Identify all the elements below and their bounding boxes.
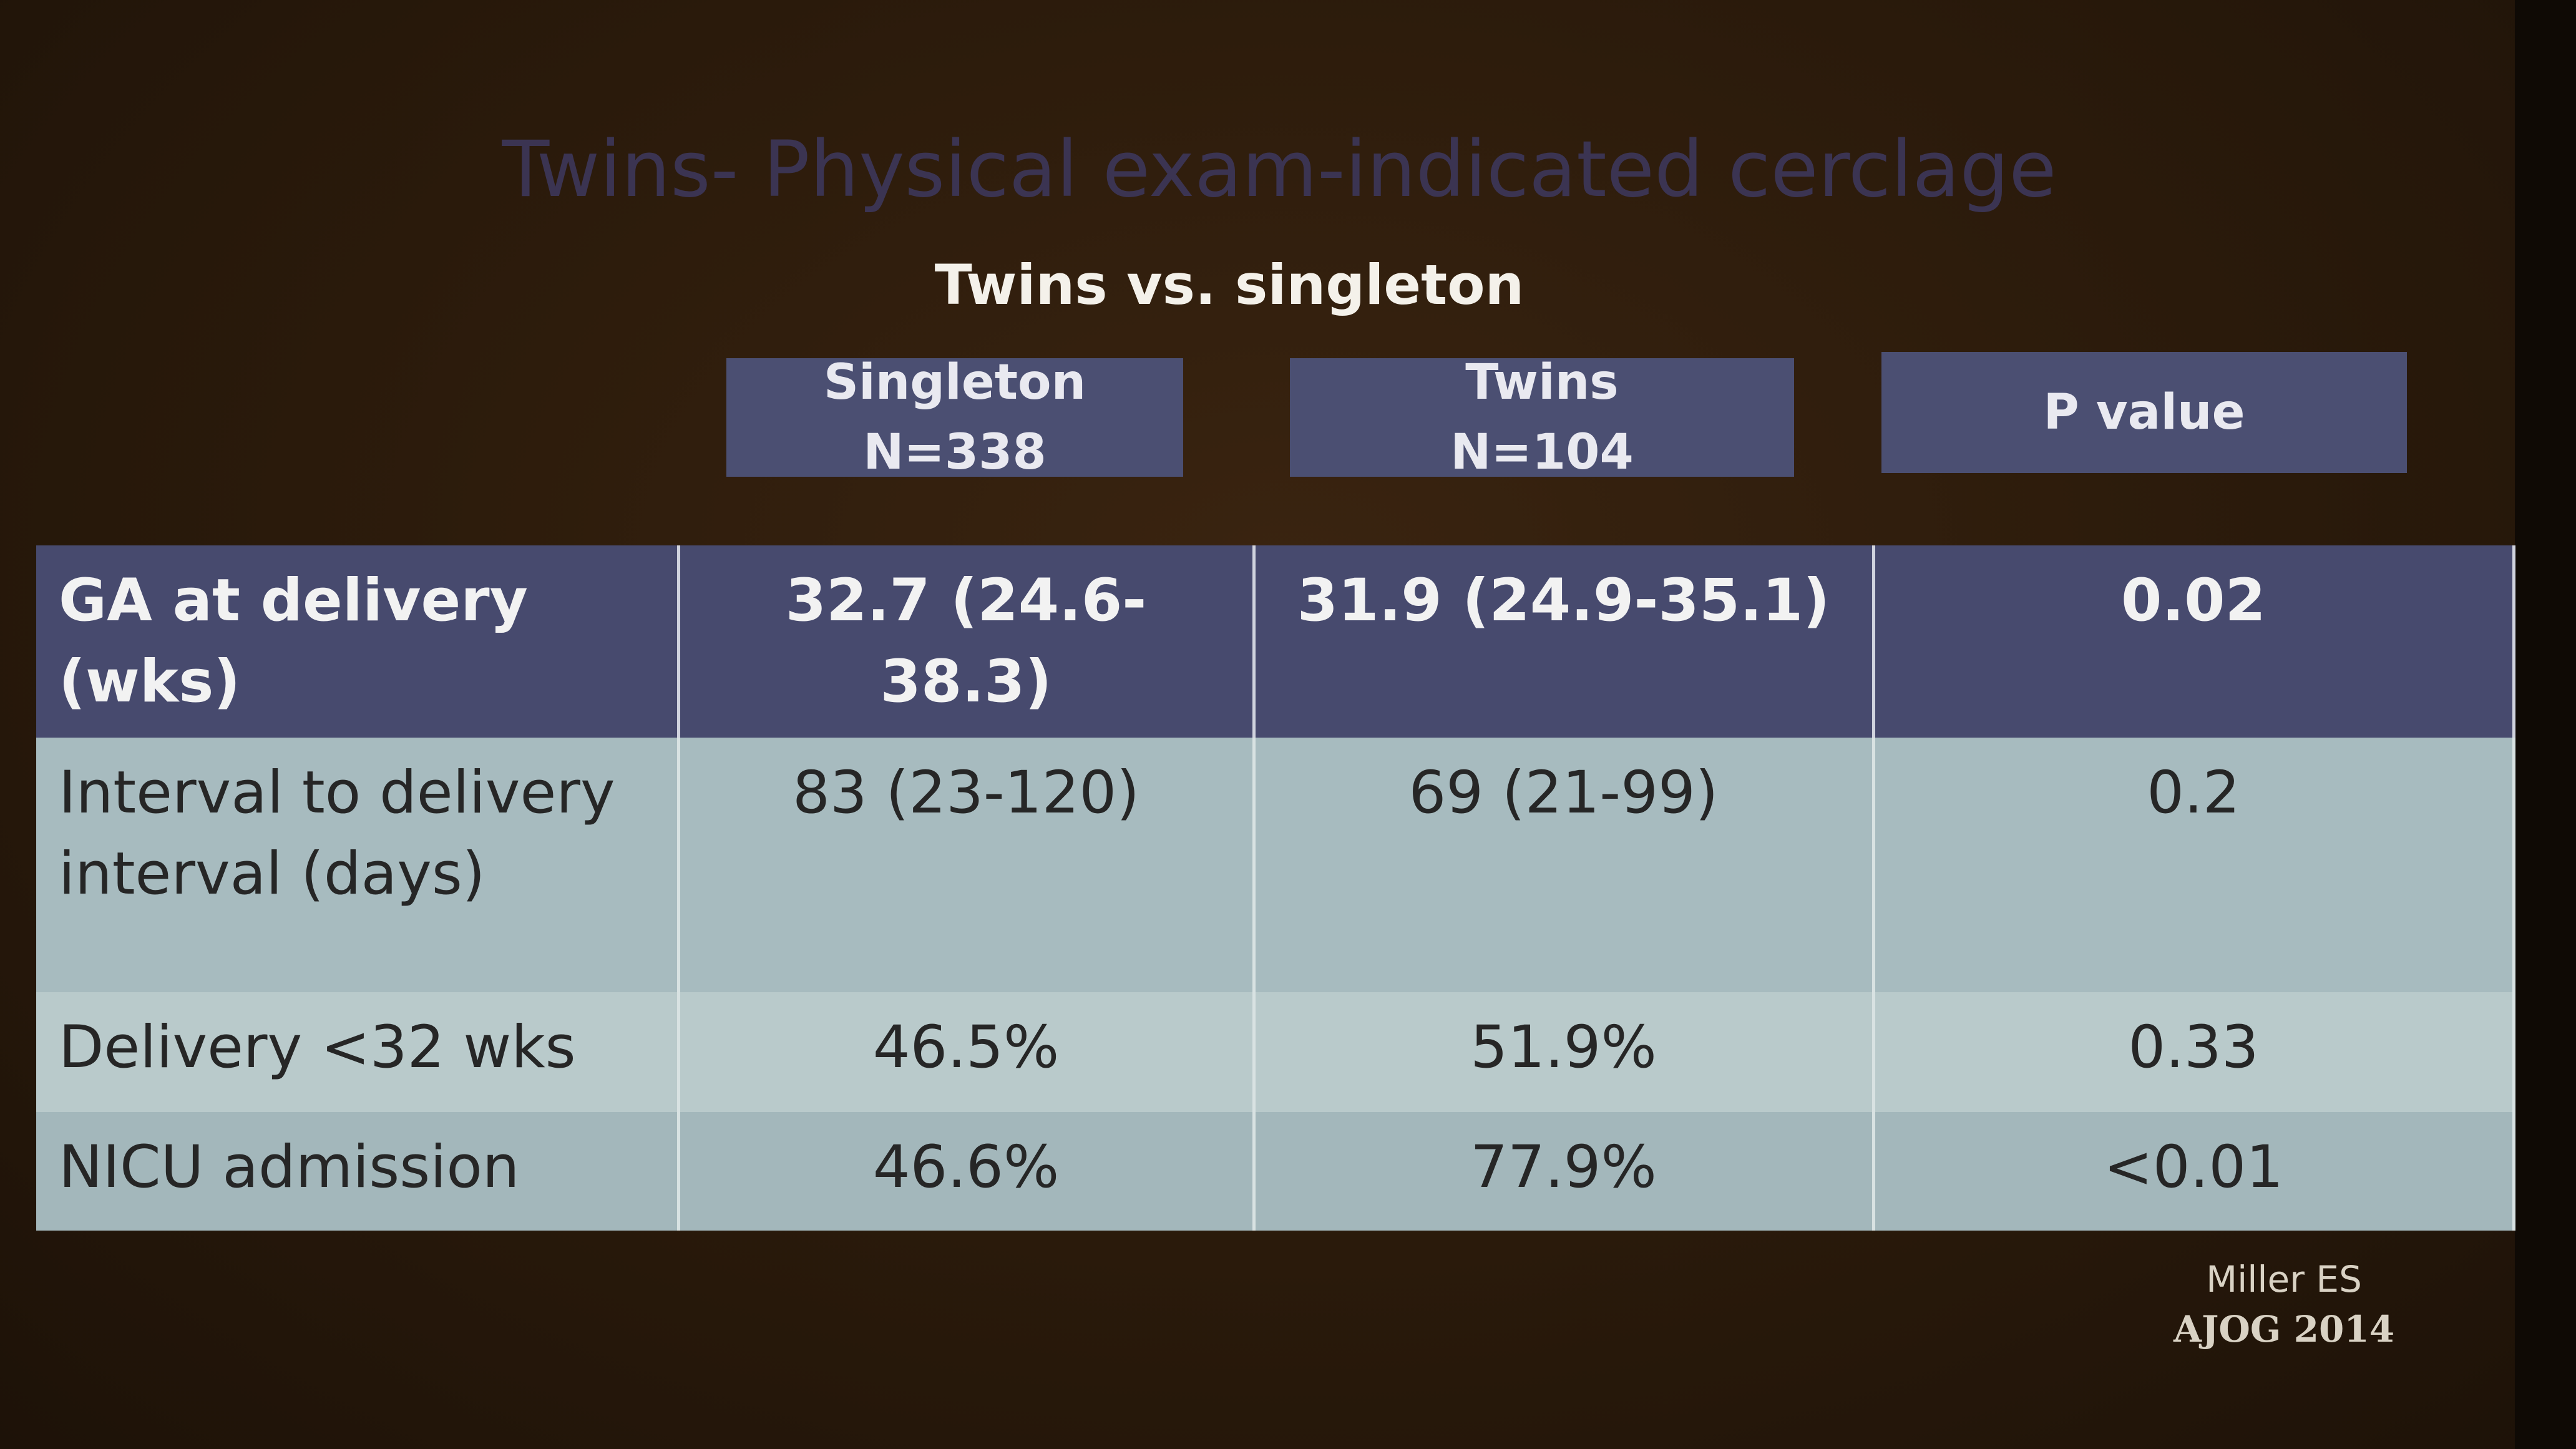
table-cell: 51.9% xyxy=(1254,992,1875,1112)
column-header: Twins N=104 xyxy=(1290,354,1794,481)
column-header: Singleton N=338 xyxy=(726,354,1183,481)
table-cell: 0.02 xyxy=(1873,545,2515,738)
screen-edge xyxy=(2515,0,2576,1449)
header-line: N=338 xyxy=(863,424,1046,481)
header-line: Singleton xyxy=(823,354,1086,411)
table-body: GA at delivery (wks) 32.7 (24.6-38.3) 31.9… xyxy=(36,545,2515,1231)
citation-author: Miller ES xyxy=(2206,1258,2362,1300)
table-cell: <0.01 xyxy=(1873,1112,2515,1231)
row-label: Interval to delivery interval (days) xyxy=(36,738,680,992)
table-cell: 46.6% xyxy=(678,1112,1256,1231)
header-line: Twins xyxy=(1465,354,1619,411)
table-cell: 83 (23-120) xyxy=(678,738,1256,992)
table-cell: 32.7 (24.6-38.3) xyxy=(678,545,1256,738)
table-row: NICU admission 46.6% 77.9% <0.01 xyxy=(36,1112,2515,1231)
table-cell: 77.9% xyxy=(1254,1112,1875,1231)
table-cell: 46.5% xyxy=(678,992,1256,1112)
results-table: GA at delivery (wks) 32.7 (24.6-38.3) 31.9… xyxy=(36,545,2515,1231)
table-row: GA at delivery (wks) 32.7 (24.6-38.3) 31.9… xyxy=(36,545,2515,738)
table-cell: 0.33 xyxy=(1873,992,2515,1112)
row-label: Delivery <32 wks xyxy=(36,992,680,1112)
table-row: Delivery <32 wks 46.5% 51.9% 0.33 xyxy=(36,992,2515,1112)
column-header: P value xyxy=(1881,352,2407,473)
table-cell: 0.2 xyxy=(1873,738,2515,992)
header-line: P value xyxy=(2043,384,2245,441)
table-cell: 69 (21-99) xyxy=(1254,738,1875,992)
slide-title: Twins- Physical exam-indicated cerclage xyxy=(502,125,2057,215)
row-label: NICU admission xyxy=(36,1112,680,1231)
header-line: N=104 xyxy=(1450,424,1634,481)
table-row: Interval to delivery interval (days) 83 (… xyxy=(36,738,2515,992)
slide-subtitle: Twins vs. singleton xyxy=(934,253,1525,317)
row-label: GA at delivery (wks) xyxy=(36,545,680,738)
table-cell: 31.9 (24.9-35.1) xyxy=(1254,545,1875,738)
citation-journal: AJOG 2014 xyxy=(2173,1308,2395,1350)
